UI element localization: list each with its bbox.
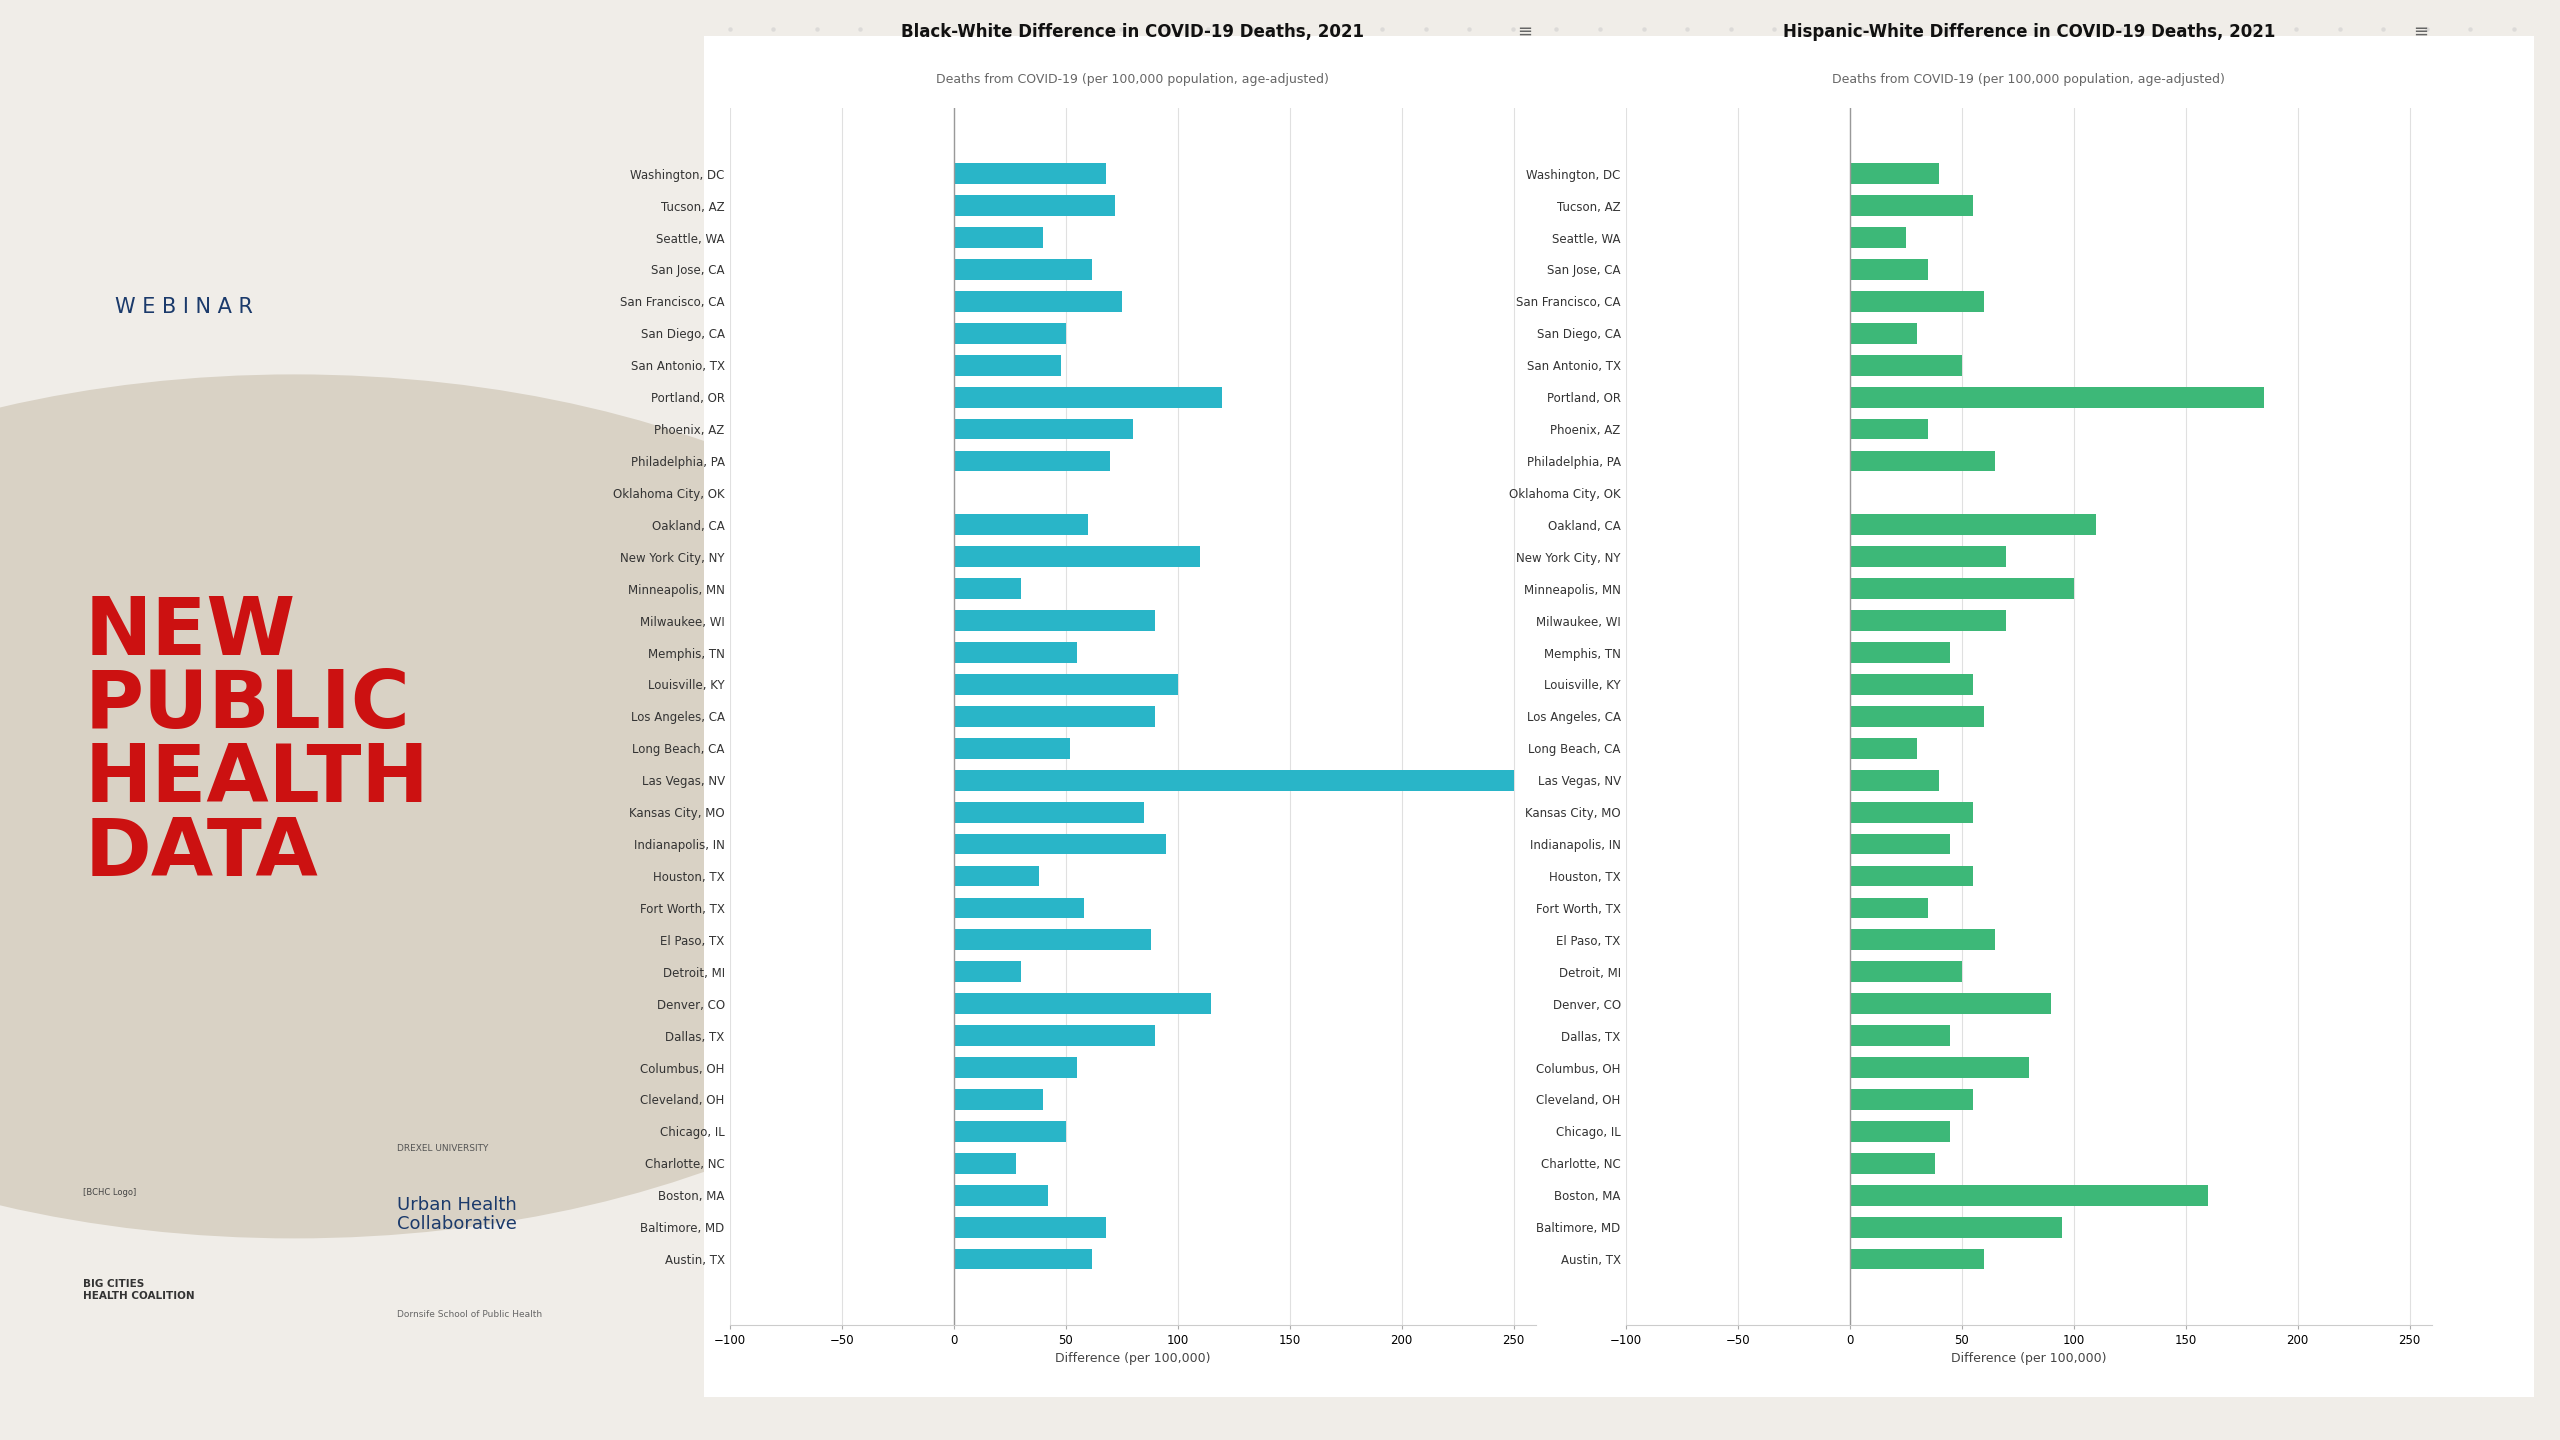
Bar [1848, 706, 1984, 727]
Bar [952, 962, 1021, 982]
Bar [952, 1025, 1155, 1045]
Bar [1848, 929, 1994, 950]
Bar [1848, 770, 1940, 791]
Bar [952, 163, 1106, 184]
Bar [1848, 865, 1974, 887]
Bar [952, 291, 1121, 311]
Bar [1848, 897, 1928, 919]
Bar [1848, 1122, 1951, 1142]
Text: ≡: ≡ [1518, 23, 1531, 42]
Text: Black-White Difference in COVID-19 Deaths, 2021: Black-White Difference in COVID-19 Death… [901, 23, 1364, 42]
Bar [952, 770, 1513, 791]
Bar [952, 228, 1044, 248]
Bar [1848, 737, 1917, 759]
Bar [952, 642, 1078, 662]
Bar [952, 897, 1083, 919]
Text: BIG CITIES
HEALTH COALITION: BIG CITIES HEALTH COALITION [82, 1279, 195, 1302]
Bar [952, 514, 1088, 536]
Bar [1848, 451, 1994, 471]
Text: W E B I N A R: W E B I N A R [115, 297, 253, 317]
Bar [952, 611, 1155, 631]
Bar [952, 737, 1070, 759]
Bar [1848, 1153, 1935, 1174]
Text: Hispanic-White Difference in COVID-19 Deaths, 2021: Hispanic-White Difference in COVID-19 De… [1782, 23, 2276, 42]
Text: Deaths from COVID-19 (per 100,000 population, age-adjusted): Deaths from COVID-19 (per 100,000 popula… [937, 73, 1329, 86]
Circle shape [0, 374, 1062, 1238]
Bar [1848, 962, 1961, 982]
Bar [952, 387, 1224, 408]
Bar [952, 354, 1060, 376]
Bar [1848, 196, 1974, 216]
Text: Dornsife School of Public Health: Dornsife School of Public Health [397, 1310, 543, 1319]
Bar [1848, 611, 2007, 631]
Bar [1848, 579, 2074, 599]
Text: [BCHC Logo]: [BCHC Logo] [82, 1188, 136, 1197]
Bar [952, 1248, 1093, 1270]
Bar [952, 579, 1021, 599]
Bar [952, 323, 1065, 344]
Text: Urban Health
Collaborative: Urban Health Collaborative [397, 1195, 517, 1233]
Bar [952, 865, 1039, 887]
Bar [952, 802, 1144, 822]
Bar [1848, 1185, 2207, 1205]
Bar [1848, 259, 1928, 279]
Bar [952, 1153, 1016, 1174]
Text: NEW
PUBLIC
HEALTH
DATA: NEW PUBLIC HEALTH DATA [84, 593, 430, 893]
Bar [1848, 802, 1974, 822]
Text: ≡: ≡ [2414, 23, 2427, 42]
Bar [1848, 1025, 1951, 1045]
Bar [1848, 163, 1940, 184]
Bar [952, 546, 1201, 567]
Bar [952, 929, 1149, 950]
FancyBboxPatch shape [704, 36, 2534, 1397]
Bar [1848, 419, 1928, 439]
Bar [1848, 323, 1917, 344]
Bar [952, 419, 1132, 439]
Bar [952, 834, 1167, 854]
Text: Deaths from COVID-19 (per 100,000 population, age-adjusted): Deaths from COVID-19 (per 100,000 popula… [1833, 73, 2225, 86]
Bar [1848, 834, 1951, 854]
Bar [952, 1185, 1047, 1205]
Bar [952, 706, 1155, 727]
Bar [1848, 1217, 2063, 1237]
Bar [1848, 354, 1961, 376]
X-axis label: Difference (per 100,000): Difference (per 100,000) [1951, 1352, 2107, 1365]
Bar [1848, 994, 2051, 1014]
Bar [1848, 1248, 1984, 1270]
Bar [952, 196, 1116, 216]
Bar [952, 1122, 1065, 1142]
Bar [952, 451, 1111, 471]
Bar [1848, 674, 1974, 696]
Text: DREXEL UNIVERSITY: DREXEL UNIVERSITY [397, 1143, 489, 1153]
Bar [952, 674, 1178, 696]
Bar [1848, 514, 2097, 536]
Bar [952, 994, 1211, 1014]
Bar [1848, 1057, 2028, 1079]
Bar [952, 1217, 1106, 1237]
Bar [1848, 387, 2263, 408]
Bar [1848, 1089, 1974, 1110]
Bar [952, 1089, 1044, 1110]
Bar [1848, 291, 1984, 311]
X-axis label: Difference (per 100,000): Difference (per 100,000) [1055, 1352, 1211, 1365]
Bar [1848, 546, 2007, 567]
Bar [952, 259, 1093, 279]
Bar [1848, 228, 1905, 248]
Bar [952, 1057, 1078, 1079]
Bar [1848, 642, 1951, 662]
